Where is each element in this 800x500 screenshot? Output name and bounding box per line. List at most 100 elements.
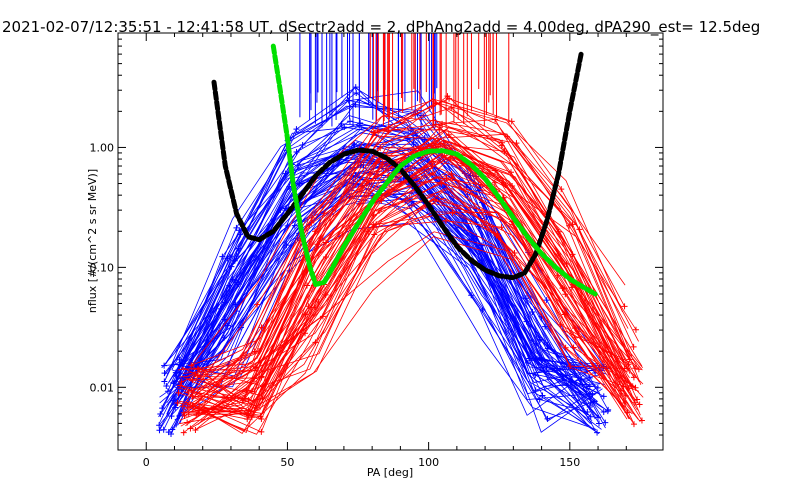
- red-curve: [192, 177, 640, 405]
- red-marker: [449, 209, 456, 216]
- blue-marker: [587, 413, 594, 420]
- red-marker: [192, 426, 199, 433]
- red-marker: [180, 429, 187, 436]
- red-marker: [632, 365, 639, 372]
- blue-marker: [350, 140, 357, 147]
- blue-marker: [543, 363, 550, 370]
- blue-marker: [543, 297, 550, 304]
- blue-marker: [299, 141, 306, 148]
- red-marker: [373, 160, 380, 167]
- red-marker: [370, 129, 377, 136]
- red-marker: [447, 154, 454, 161]
- blue-curve: [162, 87, 602, 430]
- red-marker: [184, 404, 191, 411]
- x-axis-label: PA [deg]: [367, 466, 413, 479]
- red-marker: [385, 128, 392, 135]
- red-marker: [184, 419, 191, 426]
- red-curve: [191, 100, 623, 366]
- red-marker: [625, 361, 632, 368]
- blue-marker: [357, 120, 364, 127]
- red-marker: [370, 224, 377, 231]
- red-marker: [251, 375, 258, 382]
- red-marker: [178, 378, 185, 385]
- plot-frame: [117, 32, 664, 451]
- blue-curve: [173, 155, 594, 427]
- red-marker: [558, 186, 565, 193]
- red-marker: [509, 183, 516, 190]
- red-marker: [254, 301, 261, 308]
- green-model-curve: [270, 43, 598, 297]
- data-layer: [156, 33, 645, 438]
- red-marker: [635, 366, 642, 373]
- blue-marker: [536, 396, 543, 403]
- axes-layer: 0 50 100 150 0.01 0.10 1.00: [90, 32, 663, 469]
- blue-marker: [602, 419, 609, 426]
- blue-marker: [353, 90, 360, 97]
- red-marker: [258, 324, 265, 331]
- blue-marker: [163, 382, 170, 389]
- blue-marker: [595, 414, 602, 421]
- red-marker: [174, 399, 181, 406]
- blue-marker: [544, 415, 551, 422]
- red-curve: [197, 220, 635, 425]
- red-marker: [632, 326, 639, 333]
- blue-marker: [532, 387, 539, 394]
- red-marker: [429, 169, 436, 176]
- red-marker: [576, 226, 583, 233]
- red-marker: [499, 139, 506, 146]
- blue-marker: [522, 295, 529, 302]
- y-axis-label: nflux [#/(cm^2 s sr MeV)]: [86, 169, 99, 313]
- red-marker: [630, 343, 637, 350]
- red-marker: [431, 196, 438, 203]
- red-marker: [493, 232, 500, 239]
- red-curve: [186, 141, 623, 410]
- blue-marker: [233, 224, 240, 231]
- blue-curve: [159, 99, 608, 430]
- blue-marker: [525, 359, 532, 366]
- red-marker: [508, 118, 515, 125]
- blue-marker: [539, 392, 546, 399]
- blue-marker: [600, 393, 607, 400]
- red-marker: [559, 285, 566, 292]
- red-marker: [258, 428, 265, 435]
- red-marker: [445, 131, 452, 138]
- red-marker: [570, 344, 577, 351]
- red-curve: [186, 98, 625, 423]
- red-marker: [448, 170, 455, 177]
- red-marker: [555, 228, 562, 235]
- y-tick-label: 0.10: [90, 261, 115, 274]
- blue-marker: [600, 409, 607, 416]
- red-marker: [622, 392, 629, 399]
- red-marker: [569, 221, 576, 228]
- red-marker: [248, 388, 255, 395]
- red-marker: [498, 224, 505, 231]
- red-curve: [188, 198, 627, 415]
- blue-marker: [161, 378, 168, 385]
- blue-marker: [171, 397, 178, 404]
- blue-marker: [407, 127, 414, 134]
- red-curve: [186, 98, 642, 434]
- blue-marker: [293, 126, 300, 133]
- blue-curve: [161, 154, 588, 371]
- red-curve: [177, 176, 626, 407]
- red-marker: [446, 95, 453, 102]
- red-marker: [433, 121, 440, 128]
- red-marker: [492, 116, 499, 123]
- red-marker: [569, 251, 576, 258]
- red-marker: [175, 389, 182, 396]
- red-curve: [192, 165, 640, 399]
- red-marker: [370, 221, 377, 228]
- red-marker: [511, 250, 518, 257]
- red-curve: [196, 152, 626, 414]
- red-marker: [187, 425, 194, 432]
- red-marker: [257, 413, 264, 420]
- red-marker: [513, 140, 520, 147]
- y-tick-label: 1.00: [90, 141, 115, 154]
- red-curve: [177, 138, 631, 401]
- blue-curve: [173, 90, 593, 407]
- red-curve: [182, 129, 637, 407]
- blue-marker: [529, 309, 536, 315]
- red-marker: [441, 152, 448, 159]
- red-curve: [197, 187, 624, 416]
- blue-marker: [479, 306, 486, 313]
